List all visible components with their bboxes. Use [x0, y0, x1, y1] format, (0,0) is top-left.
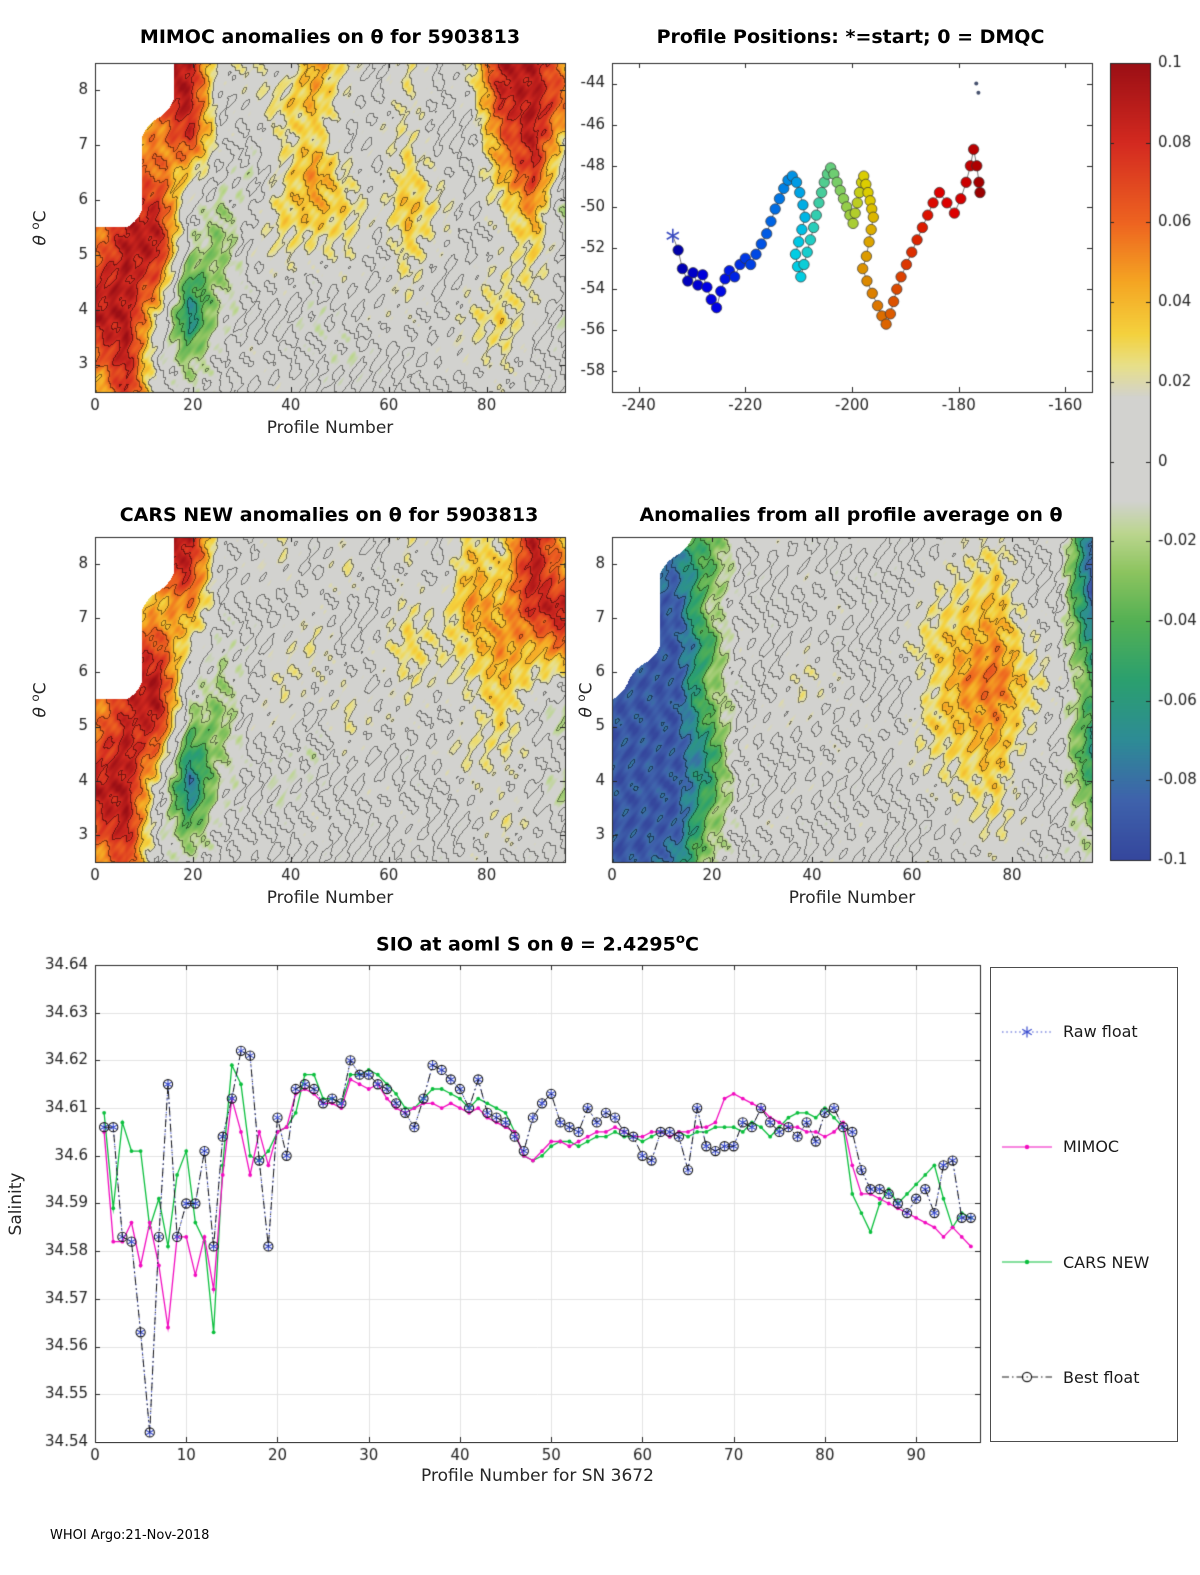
celsius-unit: C — [30, 682, 51, 695]
legend-label: Raw float — [1063, 1022, 1138, 1042]
legend: Raw float MIMOC CARS NEW Best float — [990, 967, 1178, 1442]
legend-item-cars-new: CARS NEW — [999, 1251, 1177, 1274]
legend-label: Best float — [1063, 1367, 1140, 1387]
avg-xlabel: Profile Number — [788, 888, 916, 908]
salinity-title-text: SIO at aoml S on θ = 2.4295 — [376, 933, 676, 956]
degree-sup: o — [574, 694, 588, 702]
legend-label: MIMOC — [1063, 1137, 1120, 1157]
degree-sup: o — [28, 222, 42, 230]
celsius-unit: C — [30, 210, 51, 223]
theta-symbol: θ — [30, 229, 51, 246]
legend-item-mimoc: MIMOC — [999, 1135, 1177, 1158]
salinity-title-unit: C — [685, 933, 699, 956]
panel-salinity-title: SIO at aoml S on θ = 2.4295oC — [95, 932, 980, 955]
celsius-unit: C — [576, 682, 597, 695]
legend-item-raw-float: Raw float — [999, 1020, 1177, 1043]
salinity-ylabel: Salinity — [6, 1172, 26, 1236]
theta-symbol: θ — [30, 701, 51, 718]
best-float-marker-icon — [999, 1366, 1055, 1389]
panel-mimoc-title: MIMOC anomalies on θ for 5903813 — [139, 26, 521, 48]
raw-float-marker-icon — [999, 1020, 1055, 1043]
salinity-xlabel: Profile Number for SN 3672 — [421, 1466, 654, 1486]
mimoc-ylabel: θ oC — [28, 193, 51, 263]
cars-new-marker-icon — [999, 1251, 1055, 1274]
mimoc-marker-icon — [999, 1135, 1055, 1158]
panel-avg-title: Anomalies from all profile average on θ — [639, 504, 1063, 526]
mimoc-xlabel: Profile Number — [266, 418, 394, 438]
cars-xlabel: Profile Number — [266, 888, 394, 908]
figure-footer: WHOI Argo:21-Nov-2018 — [50, 1528, 210, 1543]
cars-ylabel: θ oC — [28, 665, 51, 735]
degree-sup: o — [28, 694, 42, 702]
legend-item-best-float: Best float — [999, 1366, 1177, 1389]
avg-ylabel: θ oC — [574, 665, 597, 735]
legend-label: CARS NEW — [1063, 1252, 1150, 1272]
salinity-title-sup: o — [675, 932, 686, 947]
panel-positions-title: Profile Positions: *=start; 0 = DMQC — [656, 26, 1045, 48]
theta-symbol: θ — [576, 701, 597, 718]
panel-cars-title: CARS NEW anomalies on θ for 5903813 — [119, 504, 539, 526]
